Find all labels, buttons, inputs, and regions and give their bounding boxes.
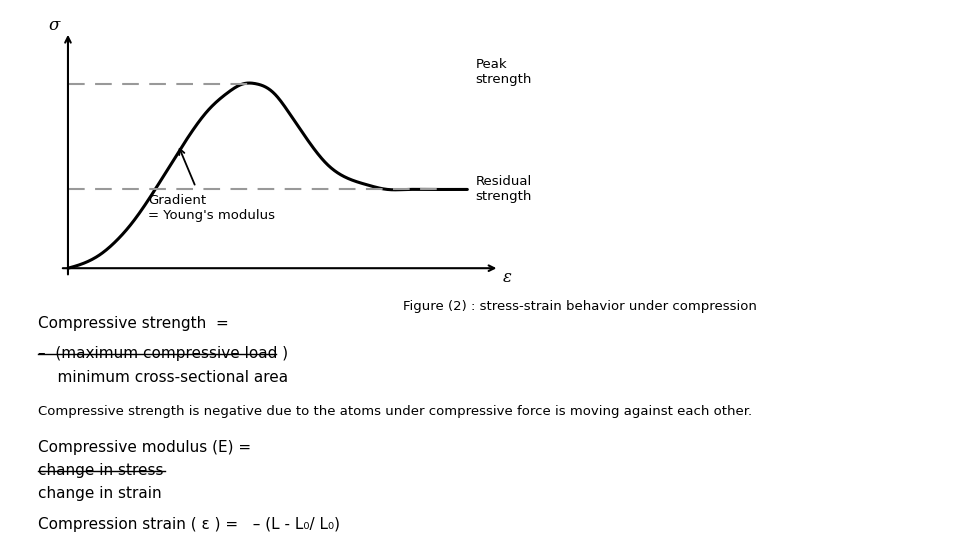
Text: Compressive strength is negative due to the atoms under compressive force is mov: Compressive strength is negative due to … bbox=[38, 405, 753, 418]
Text: –  (maximum compressive load ): – (maximum compressive load ) bbox=[38, 346, 289, 361]
Text: Compressive strength  =: Compressive strength = bbox=[38, 316, 229, 331]
Text: change in stress: change in stress bbox=[38, 463, 164, 478]
Text: Compressive modulus (E) =: Compressive modulus (E) = bbox=[38, 440, 252, 455]
Text: σ: σ bbox=[48, 17, 60, 33]
Text: Gradient
= Young's modulus: Gradient = Young's modulus bbox=[148, 194, 275, 222]
Text: ε: ε bbox=[503, 269, 512, 286]
Text: Residual
strength: Residual strength bbox=[475, 176, 532, 204]
Text: Peak
strength: Peak strength bbox=[475, 58, 532, 86]
Text: Compression strain ( ε ) =   – (L - L₀/ L₀): Compression strain ( ε ) = – (L - L₀/ L₀… bbox=[38, 517, 341, 532]
Text: minimum cross-sectional area: minimum cross-sectional area bbox=[38, 370, 289, 385]
Text: Figure (2) : stress-strain behavior under compression: Figure (2) : stress-strain behavior unde… bbox=[403, 300, 757, 313]
Text: change in strain: change in strain bbox=[38, 486, 162, 501]
